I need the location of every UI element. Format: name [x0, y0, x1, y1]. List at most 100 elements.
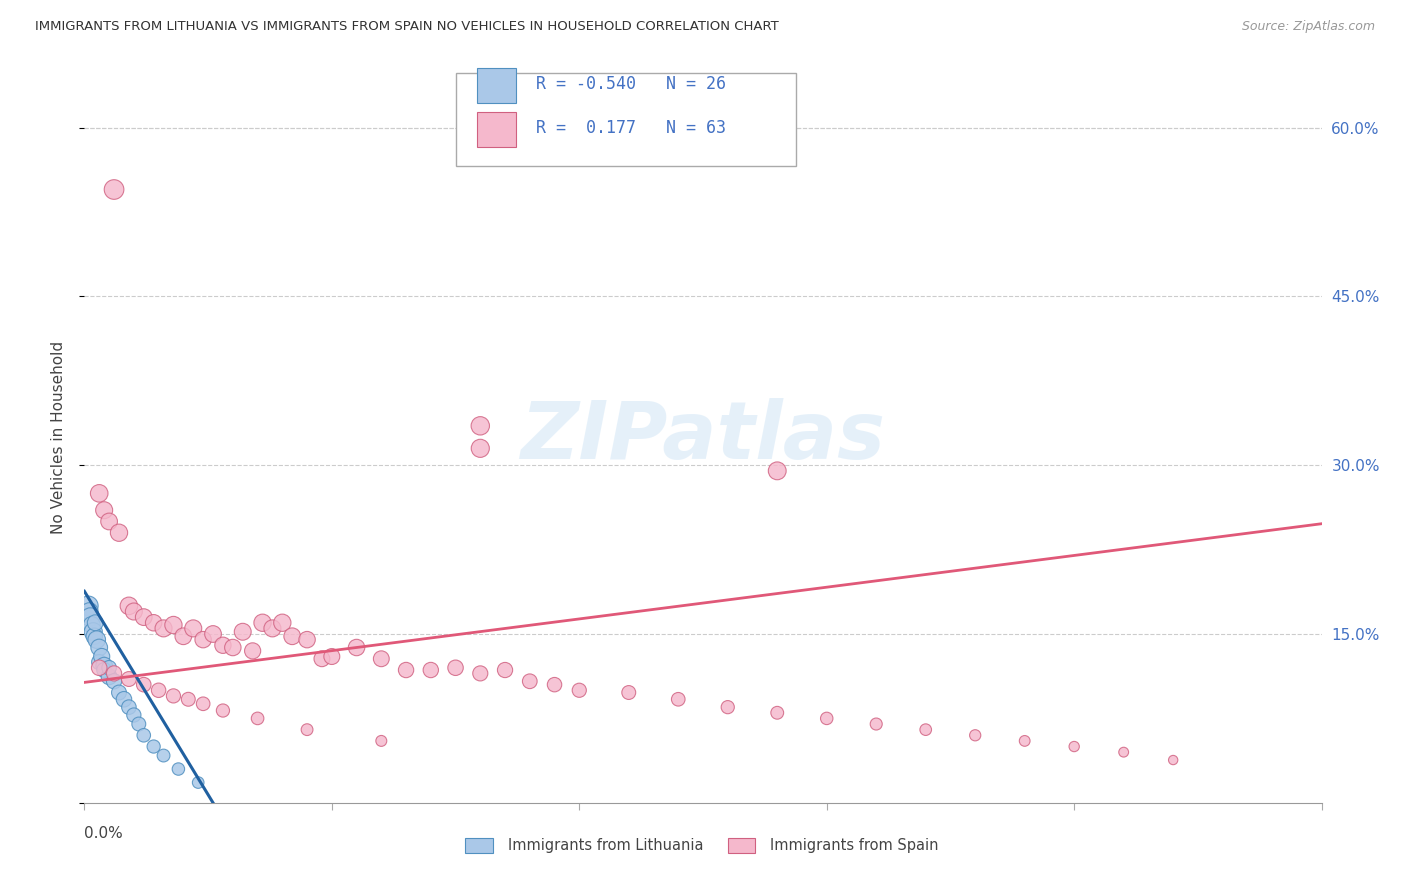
Point — [79, 605, 101, 619]
Point — [89, 661, 111, 675]
Point — [128, 717, 150, 731]
Point — [617, 685, 640, 699]
Point — [242, 644, 264, 658]
FancyBboxPatch shape — [728, 838, 755, 853]
FancyBboxPatch shape — [477, 112, 516, 147]
Point — [519, 674, 541, 689]
Point — [89, 486, 111, 500]
Point — [419, 663, 441, 677]
Point — [187, 775, 209, 789]
Point — [103, 674, 125, 689]
Point — [311, 652, 333, 666]
Point — [84, 615, 107, 630]
Point — [132, 678, 155, 692]
Point — [108, 685, 131, 699]
Point — [262, 621, 284, 635]
Point — [470, 666, 492, 681]
Point — [162, 689, 184, 703]
Point — [122, 605, 145, 619]
Point — [132, 728, 155, 742]
Point — [1014, 734, 1036, 748]
Point — [766, 464, 789, 478]
Text: R = -0.540   N = 26: R = -0.540 N = 26 — [536, 75, 725, 93]
Point — [965, 728, 987, 742]
Point — [103, 666, 125, 681]
Point — [191, 697, 214, 711]
Point — [118, 700, 141, 714]
Point — [212, 704, 235, 718]
Point — [252, 615, 274, 630]
Point — [152, 748, 174, 763]
FancyBboxPatch shape — [456, 73, 796, 167]
Point — [370, 734, 392, 748]
Point — [103, 182, 125, 196]
Point — [177, 692, 200, 706]
Text: ZIPatlas: ZIPatlas — [520, 398, 886, 476]
Point — [444, 661, 467, 675]
Point — [914, 723, 936, 737]
Point — [395, 663, 418, 677]
Point — [181, 621, 204, 635]
Point — [93, 663, 115, 677]
Point — [271, 615, 294, 630]
Point — [98, 515, 121, 529]
Point — [172, 629, 194, 643]
Point — [142, 739, 165, 754]
Point — [1161, 753, 1184, 767]
Point — [295, 723, 318, 737]
Text: IMMIGRANTS FROM LITHUANIA VS IMMIGRANTS FROM SPAIN NO VEHICLES IN HOUSEHOLD CORR: IMMIGRANTS FROM LITHUANIA VS IMMIGRANTS … — [35, 20, 779, 33]
Point — [162, 618, 184, 632]
Point — [82, 624, 104, 639]
Text: Source: ZipAtlas.com: Source: ZipAtlas.com — [1241, 20, 1375, 33]
Point — [281, 629, 304, 643]
Point — [79, 610, 101, 624]
Point — [148, 683, 170, 698]
Point — [202, 627, 225, 641]
Point — [89, 640, 111, 655]
Text: R =  0.177   N = 63: R = 0.177 N = 63 — [536, 119, 725, 137]
Point — [77, 599, 100, 613]
FancyBboxPatch shape — [465, 838, 492, 853]
Point — [865, 717, 887, 731]
Point — [494, 663, 516, 677]
Point — [142, 615, 165, 630]
Point — [132, 610, 155, 624]
Point — [815, 711, 838, 725]
Point — [717, 700, 740, 714]
Y-axis label: No Vehicles in Household: No Vehicles in Household — [51, 341, 66, 533]
Point — [80, 618, 103, 632]
Point — [246, 711, 269, 725]
Point — [122, 708, 145, 723]
Point — [108, 525, 131, 540]
Point — [470, 418, 492, 433]
Point — [295, 632, 318, 647]
Point — [370, 652, 392, 666]
Point — [118, 599, 141, 613]
Point — [321, 649, 343, 664]
Point — [98, 661, 121, 675]
Point — [93, 503, 115, 517]
Text: 0.0%: 0.0% — [84, 826, 124, 841]
Point — [666, 692, 689, 706]
Point — [98, 670, 121, 684]
Point — [191, 632, 214, 647]
Point — [89, 655, 111, 669]
Point — [568, 683, 591, 698]
Point — [167, 762, 190, 776]
Point — [232, 624, 254, 639]
Point — [152, 621, 174, 635]
Point — [93, 658, 115, 673]
Point — [222, 640, 245, 655]
Point — [212, 638, 235, 652]
FancyBboxPatch shape — [477, 69, 516, 103]
Point — [1112, 745, 1135, 759]
Point — [118, 672, 141, 686]
Point — [86, 632, 108, 647]
Point — [90, 649, 112, 664]
Point — [1063, 739, 1085, 754]
Point — [470, 442, 492, 456]
Point — [346, 640, 368, 655]
Text: Immigrants from Spain: Immigrants from Spain — [770, 838, 938, 853]
Point — [766, 706, 789, 720]
Point — [83, 629, 105, 643]
